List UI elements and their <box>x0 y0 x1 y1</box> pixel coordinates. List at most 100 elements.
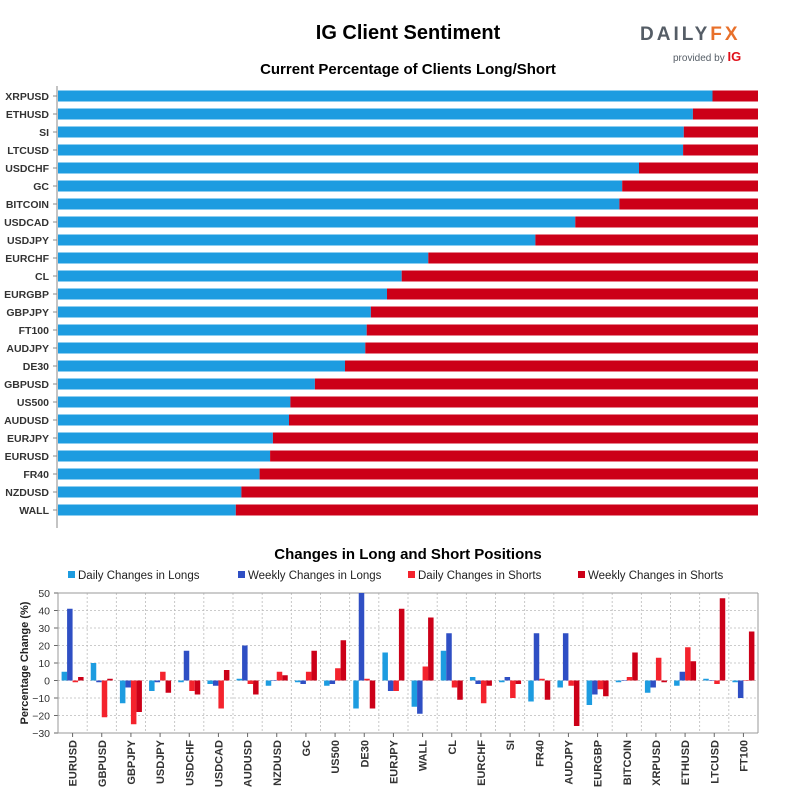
short-bar <box>272 432 758 444</box>
sentiment-category-label: EURUSD <box>5 451 50 463</box>
x-tick-label: GBPJPY <box>126 739 138 784</box>
short-bar <box>639 162 758 174</box>
sentiment-category-label: LTCUSD <box>7 145 49 157</box>
short-bar <box>370 306 758 318</box>
sentiment-category-label: DE30 <box>23 361 49 373</box>
change-bar <box>674 680 680 686</box>
change-bar <box>61 671 68 681</box>
sentiment-category-label: XRPUSD <box>5 91 49 103</box>
change-bar <box>212 680 219 686</box>
change-bar <box>626 677 633 681</box>
sentiment-category-label: BITCOIN <box>6 199 49 211</box>
change-bar <box>265 680 272 686</box>
change-bar <box>125 680 131 688</box>
legend-swatch <box>238 571 245 578</box>
x-tick-label: EURUSD <box>68 740 80 787</box>
change-bar <box>685 647 691 681</box>
change-bar <box>382 652 388 681</box>
sentiment-category-label: GBPUSD <box>4 379 49 391</box>
change-bar <box>311 650 317 681</box>
change-bar <box>603 680 609 697</box>
x-tick-label: XRPUSD <box>651 740 663 786</box>
change-bar <box>107 678 113 681</box>
logo-brand: DAILYFX <box>640 24 741 45</box>
change-bar <box>451 680 458 688</box>
change-bar <box>515 680 522 684</box>
change-bar <box>539 678 545 681</box>
change-bar <box>101 680 108 718</box>
sentiment-category-label: FR40 <box>23 469 49 481</box>
change-bar <box>732 680 738 683</box>
short-bar <box>290 396 758 408</box>
change-bar <box>743 680 749 681</box>
change-bar <box>96 680 102 683</box>
change-bar <box>528 680 534 702</box>
long-bar <box>58 450 271 462</box>
change-bar <box>207 680 213 684</box>
logo-provider: provided by IG <box>673 49 742 64</box>
legend-swatch <box>578 571 585 578</box>
change-bar <box>737 680 744 698</box>
change-bar <box>340 640 347 681</box>
short-bar <box>387 288 758 300</box>
change-bar <box>533 633 540 681</box>
sentiment-category-label: WALL <box>19 505 49 517</box>
y-tick-label: 50 <box>38 588 50 600</box>
change-bar <box>324 680 330 686</box>
sentiment-chart-title: Current Percentage of Clients Long/Short <box>260 61 556 78</box>
change-bar <box>644 680 651 693</box>
change-bar <box>708 680 715 681</box>
legend-label: Weekly Changes in Shorts <box>588 570 724 582</box>
change-bar <box>218 680 224 709</box>
change-bar <box>130 680 137 725</box>
sentiment-category-label: AUDJPY <box>6 343 49 355</box>
change-bar <box>719 598 726 681</box>
changes-chart-title: Changes in Long and Short Positions <box>274 546 542 563</box>
change-bar <box>475 680 481 684</box>
x-tick-label: FR40 <box>534 740 546 767</box>
change-bar <box>276 671 283 681</box>
change-bar <box>335 668 341 681</box>
change-bar <box>353 680 359 709</box>
change-bar <box>183 650 190 681</box>
long-bar <box>58 144 684 156</box>
long-bar <box>58 270 402 282</box>
long-bar <box>58 90 713 102</box>
change-bar <box>149 680 155 691</box>
change-bar <box>398 608 405 681</box>
change-bar <box>703 678 709 681</box>
x-tick-label: US500 <box>330 740 342 774</box>
change-bar <box>568 680 574 686</box>
change-bar <box>748 631 755 681</box>
long-bar <box>58 108 693 120</box>
change-bar <box>300 680 306 684</box>
short-bar <box>428 252 758 264</box>
change-bar <box>253 680 259 695</box>
change-bar <box>154 680 161 683</box>
sentiment-category-label: ETHUSD <box>6 109 50 121</box>
y-tick-label: −30 <box>32 728 50 740</box>
change-bar <box>499 680 505 683</box>
change-bar <box>369 680 376 709</box>
change-bar <box>242 645 248 681</box>
x-tick-label: BITCOIN <box>622 740 634 785</box>
long-bar <box>58 504 236 516</box>
x-tick-label: EURCHF <box>476 740 488 786</box>
long-bar <box>58 468 260 480</box>
change-bar <box>510 680 516 698</box>
legend-swatch <box>68 571 75 578</box>
x-tick-label: GC <box>301 740 313 757</box>
change-bar <box>358 593 365 681</box>
change-bar <box>615 680 622 683</box>
y-tick-label: −20 <box>32 711 50 723</box>
long-bar <box>58 342 366 354</box>
change-bar <box>236 678 243 681</box>
sentiment-category-label: EURGBP <box>4 289 49 301</box>
change-bar <box>294 680 301 683</box>
short-bar <box>241 486 758 498</box>
x-tick-label: WALL <box>418 740 430 771</box>
change-bar <box>247 680 254 684</box>
short-bar <box>314 378 758 390</box>
short-bar <box>535 234 758 246</box>
change-bar <box>573 680 580 726</box>
